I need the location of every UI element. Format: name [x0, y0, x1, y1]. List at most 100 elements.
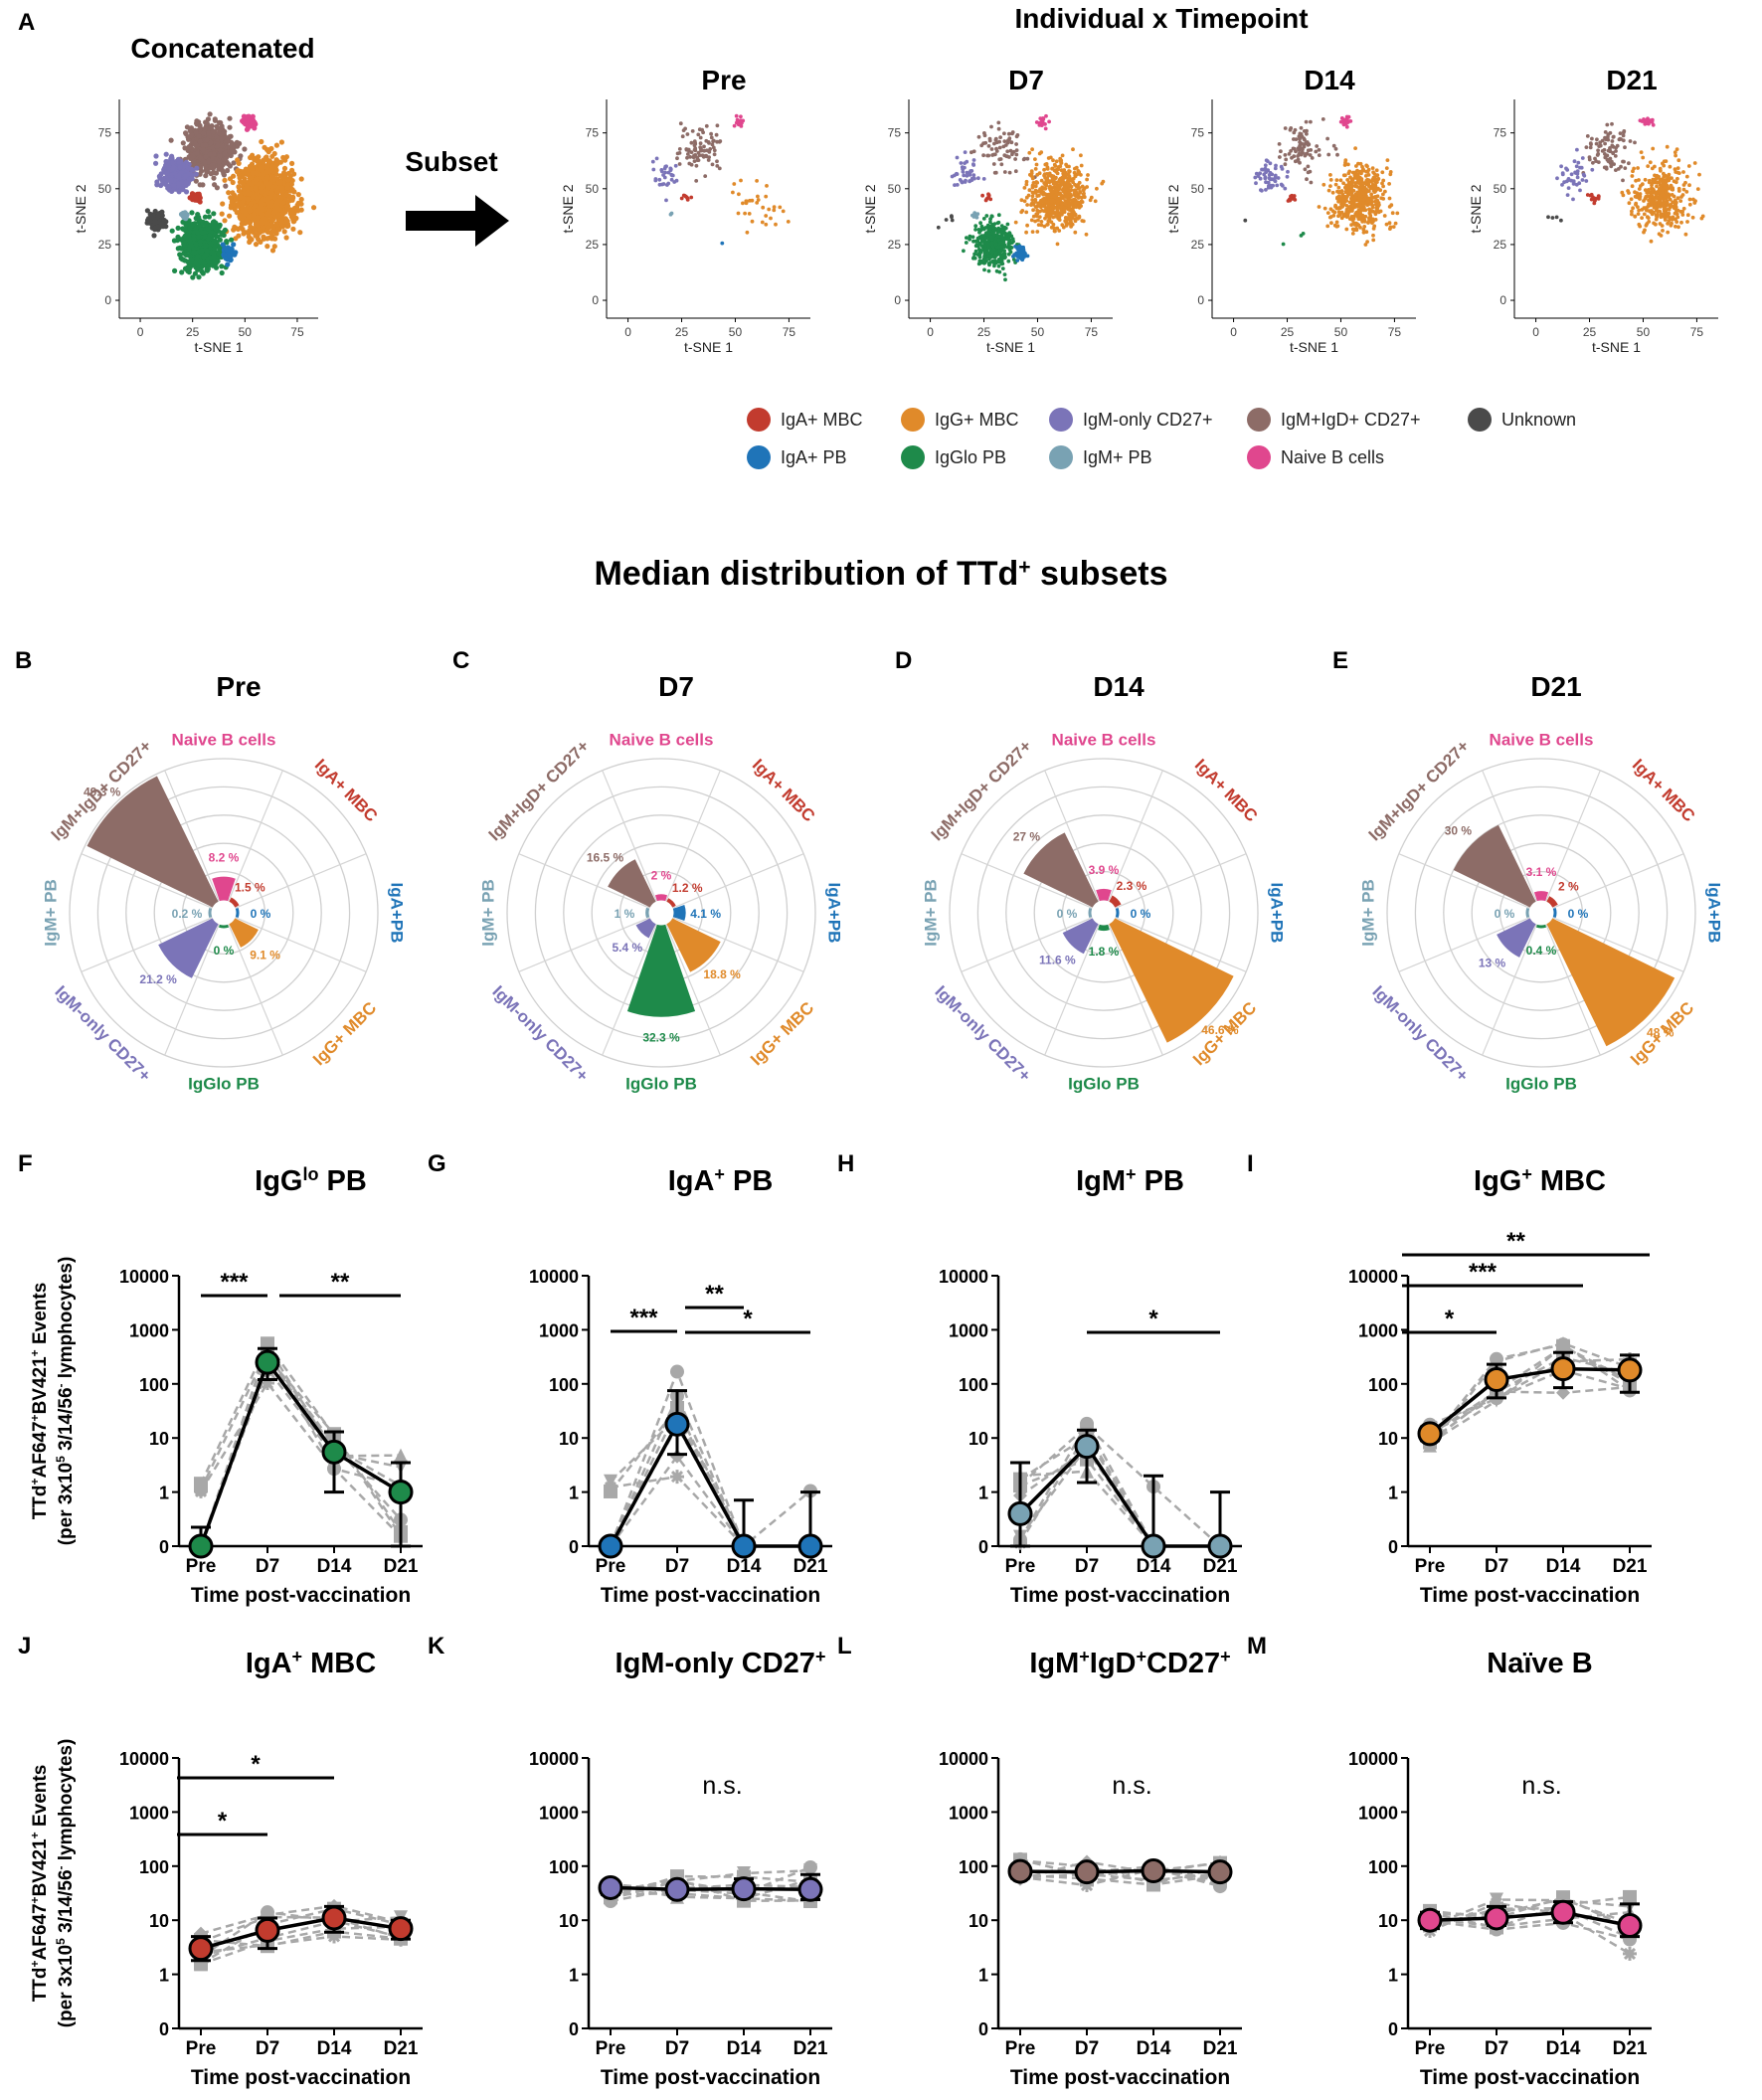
cell-dot [266, 146, 272, 153]
cell-dot [212, 116, 218, 122]
cell-dot [1338, 119, 1343, 124]
cell-dot [1005, 140, 1010, 145]
cell-dot [159, 209, 165, 215]
cell-dot [1263, 163, 1268, 168]
cell-dot [1008, 241, 1012, 246]
cell-dot [1030, 230, 1035, 235]
cell-dot [1031, 208, 1035, 213]
cell-dot [179, 257, 185, 262]
cell-dot [223, 156, 229, 162]
cell-dot [1072, 210, 1076, 215]
cell-dot [1074, 165, 1079, 170]
cell-dot [1299, 146, 1303, 150]
cell-dot [961, 169, 966, 174]
cell-dot [1039, 191, 1044, 195]
cell-dot [747, 212, 752, 216]
y-tick-label: 0 [894, 293, 901, 307]
cell-dot [203, 173, 209, 179]
cell-dot [1000, 262, 1005, 266]
cell-dot [224, 137, 230, 143]
cell-dot [1310, 156, 1315, 160]
cell-dot [247, 175, 253, 181]
cell-dot [1268, 161, 1273, 166]
x-tick-label: 25 [186, 325, 200, 339]
cell-dot [1266, 180, 1271, 185]
cell-dot [207, 111, 213, 117]
cell-dot [1080, 195, 1084, 200]
cell-dot [1006, 131, 1011, 136]
cell-dot [959, 161, 964, 165]
cell-dot [228, 195, 234, 201]
cell-dot [1264, 188, 1268, 192]
cell-dot [1302, 129, 1307, 133]
cell-dot [253, 232, 260, 238]
cell-dot [282, 209, 288, 215]
cell-dot [964, 178, 968, 183]
cell-dot [1035, 180, 1040, 185]
cell-dot [984, 214, 989, 218]
cell-dot [1042, 204, 1047, 208]
y-tick-label: 75 [98, 126, 112, 140]
cell-dot [1258, 176, 1263, 181]
cell-dot [1283, 162, 1288, 167]
cell-dot [1317, 153, 1322, 158]
cell-dot [202, 126, 208, 132]
cell-dot [290, 219, 296, 225]
cell-dot [1058, 158, 1063, 163]
cell-dot [973, 224, 978, 229]
cell-dot [1077, 214, 1082, 219]
cell-dot [1027, 188, 1032, 193]
cell-dot [651, 167, 656, 172]
cell-dot [998, 241, 1003, 246]
cell-dot [979, 143, 984, 148]
cell-dot [1053, 229, 1057, 234]
cell-dot [227, 213, 233, 219]
cell-dot [732, 182, 737, 186]
cell-dot [218, 119, 224, 126]
cell-dot [678, 121, 683, 126]
cell-dot [996, 220, 1001, 225]
y-tick-label: 25 [586, 238, 600, 252]
cell-dot [734, 113, 739, 118]
cell-dot [211, 169, 217, 176]
y-tick-label: 50 [586, 182, 600, 196]
cell-dot [1280, 167, 1285, 171]
cell-dot [990, 250, 994, 255]
cell-dot [1006, 244, 1010, 249]
cell-dot [689, 150, 694, 155]
cell-dot [1042, 181, 1047, 186]
cell-dot [222, 150, 228, 157]
cell-dot [311, 205, 317, 211]
cell-dot [732, 123, 737, 128]
cell-dot [265, 211, 271, 217]
cell-dot [178, 211, 185, 218]
cell-dot [1033, 157, 1037, 162]
cell-dot [210, 165, 216, 171]
cell-dot [1306, 164, 1311, 169]
cell-dot [1085, 185, 1089, 189]
cell-dot [284, 192, 290, 198]
cell-dot [223, 246, 229, 252]
cell-dot [1298, 140, 1302, 144]
cell-dot [1344, 124, 1349, 129]
cell-dot [745, 230, 750, 235]
cell-dot [694, 179, 699, 183]
cell-dot [277, 179, 283, 185]
cell-dot [261, 157, 266, 163]
cell-dot [970, 213, 974, 218]
cell-dot [203, 243, 209, 249]
y-axis-label: t-SNE 2 [862, 184, 878, 233]
cell-dot [690, 129, 695, 133]
cell-dot [965, 159, 969, 164]
cell-dot [146, 219, 152, 225]
cell-dot [169, 155, 175, 161]
cell-dot [1279, 149, 1283, 154]
cell-dot [190, 274, 196, 280]
cell-dot [1301, 150, 1305, 155]
cell-dot [704, 123, 709, 128]
cell-dot [1059, 180, 1064, 185]
cell-dot [253, 170, 259, 176]
cell-dot [1067, 204, 1072, 208]
cell-dot [669, 177, 674, 182]
cell-dot [1080, 184, 1085, 189]
